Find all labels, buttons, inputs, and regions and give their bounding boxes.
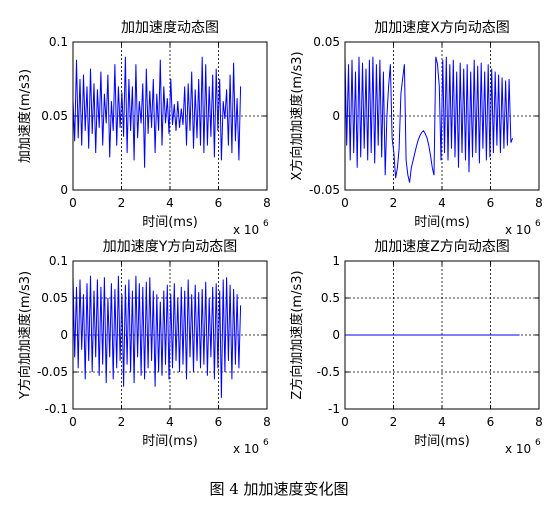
data-series-line [72,275,242,398]
x-tick-label: 6 [215,196,223,210]
y-tick-label: -0.5 [317,365,340,379]
x-exponent-value: 6 [535,438,541,448]
y-tick-label: -1 [328,402,340,416]
y-tick-label: 0.05 [41,109,68,123]
x-tick-label: 8 [535,196,543,210]
x-exponent-label: x 10 [233,223,259,237]
y-axis-label: Z方向加加速度(m/s3) [289,270,305,399]
x-tick-label: 4 [438,415,446,429]
x-tick-label: 6 [487,415,495,429]
x-axis-label: 时间(ms) [142,215,198,230]
x-exponent-value: 6 [263,219,269,229]
x-exponent-label: x 10 [233,442,259,456]
x-exponent-value: 6 [263,438,269,448]
chart-title: 加加速度X方向动态图 [374,20,510,36]
y-axis-label: Y方向加加速度(m/s3) [17,271,33,400]
axes-box [72,260,268,410]
chart-title: 加加速度动态图 [121,20,219,36]
x-tick-label: 4 [438,196,446,210]
x-tick-label: 2 [390,415,398,429]
y-tick-label: 0.05 [313,35,340,49]
y-tick-label: 0 [332,109,340,123]
x-exponent-value: 6 [535,219,541,229]
chart-title: 加加速度Z方向动态图 [374,239,510,255]
y-tick-label: 1 [332,254,340,268]
y-tick-label: 0.05 [41,291,68,305]
y-tick-label: -0.05 [37,365,68,379]
data-series-line [72,56,242,168]
x-tick-label: 4 [166,196,174,210]
x-tick-label: 0 [341,415,349,429]
axes-box [344,260,540,410]
y-tick-label: 0.5 [321,291,340,305]
x-exponent-label: x 10 [505,223,531,237]
y-axis-label: 加加速度(m/s3) [17,69,33,163]
x-tick-label: 0 [69,415,77,429]
x-axis-label: 时间(ms) [414,215,470,230]
x-tick-label: 8 [263,415,271,429]
x-tick-label: 0 [341,196,349,210]
figure-caption: 图 4 加加速度变化图 [209,480,349,498]
data-series-line [344,56,514,183]
x-tick-label: 0 [69,196,77,210]
axes-box [72,41,268,191]
y-tick-label: 0 [60,328,68,342]
x-tick-label: 6 [487,196,495,210]
chart-title: 加加速度Y方向动态图 [103,239,238,255]
y-tick-label: -0.1 [45,402,68,416]
y-tick-label: 0.1 [49,254,68,268]
x-tick-label: 6 [215,415,223,429]
y-tick-label: 0 [60,183,68,197]
x-exponent-label: x 10 [505,442,531,456]
x-axis-label: 时间(ms) [414,434,470,449]
x-tick-label: 8 [263,196,271,210]
x-tick-label: 2 [118,415,126,429]
y-tick-label: 0.1 [49,35,68,49]
axes-box [344,41,540,191]
y-axis-label: X方向加加速度(m/s3) [289,51,305,180]
x-tick-label: 8 [535,415,543,429]
x-axis-label: 时间(ms) [142,434,198,449]
x-tick-label: 4 [166,415,174,429]
x-tick-label: 2 [118,196,126,210]
x-tick-label: 2 [390,196,398,210]
y-tick-label: -0.05 [309,183,340,197]
y-tick-label: 0 [332,328,340,342]
